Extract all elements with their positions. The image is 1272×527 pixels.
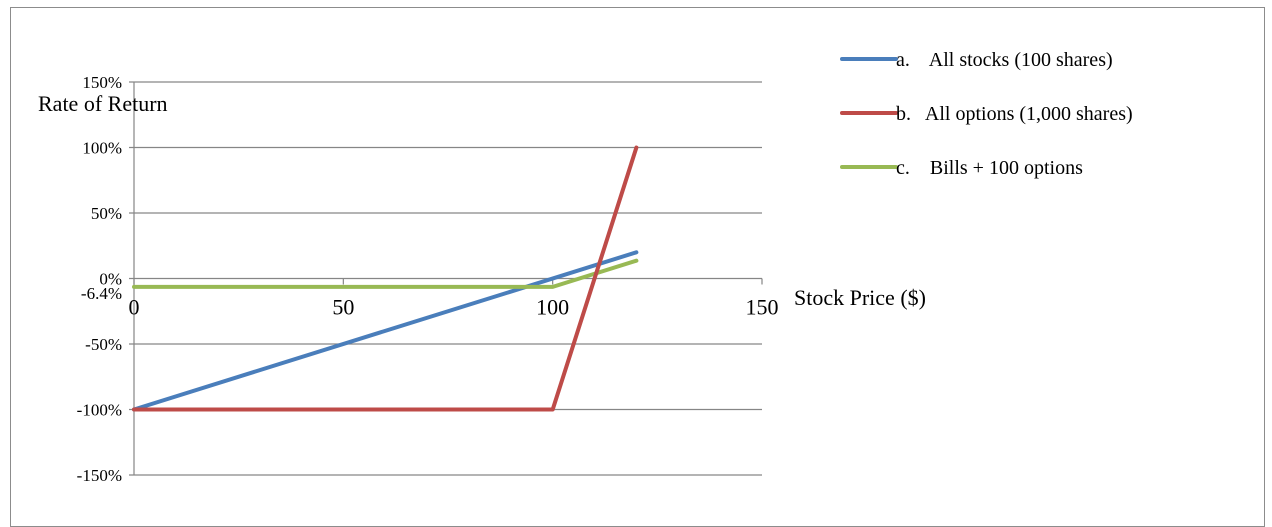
y-tick-label: 0%: [99, 270, 122, 289]
series-line-all-options: [132, 145, 639, 412]
y-axis-title: Rate of Return: [38, 91, 168, 116]
series-line-bills-options: [132, 258, 639, 289]
legend-item-bills-options: c. Bills + 100 options: [840, 157, 1083, 179]
x-axis: [129, 277, 763, 285]
x-tick-label: 50: [332, 295, 354, 320]
x-tick-label: 100: [536, 295, 569, 320]
x-tick-label: 0: [129, 295, 140, 320]
y-tick-label: 50%: [91, 204, 122, 223]
line-chart: 150% 100% 50% 0% -50% -100% -150% -6.4% 0 50 100 1…: [38, 49, 1133, 485]
x-tick-label: 150: [746, 295, 779, 320]
legend-label: b. All options (1,000 shares): [896, 103, 1133, 125]
legend-item-all-stocks: a. All stocks (100 shares): [840, 49, 1113, 71]
y-tick-label: 150%: [82, 73, 122, 92]
y-tick-label: -150%: [77, 466, 122, 485]
legend: a. All stocks (100 shares) b. All options…: [840, 49, 1133, 179]
y-tick-labels: 150% 100% 50% 0% -50% -100% -150% -6.4%: [77, 73, 122, 485]
x-axis-title: Stock Price ($): [794, 285, 926, 310]
legend-label: c. Bills + 100 options: [896, 157, 1083, 179]
series-line-all-stocks: [132, 250, 639, 412]
y-tick-label: -100%: [77, 401, 122, 420]
legend-item-all-options: b. All options (1,000 shares): [840, 103, 1133, 125]
y-tick-label: 100%: [82, 139, 122, 158]
series-lines: [132, 145, 639, 412]
y-tick-label: -50%: [85, 335, 122, 354]
legend-label: a. All stocks (100 shares): [896, 49, 1113, 71]
y-tick-label-extra: -6.4%: [81, 284, 122, 303]
x-tick-labels: 0 50 100 150: [129, 295, 779, 320]
